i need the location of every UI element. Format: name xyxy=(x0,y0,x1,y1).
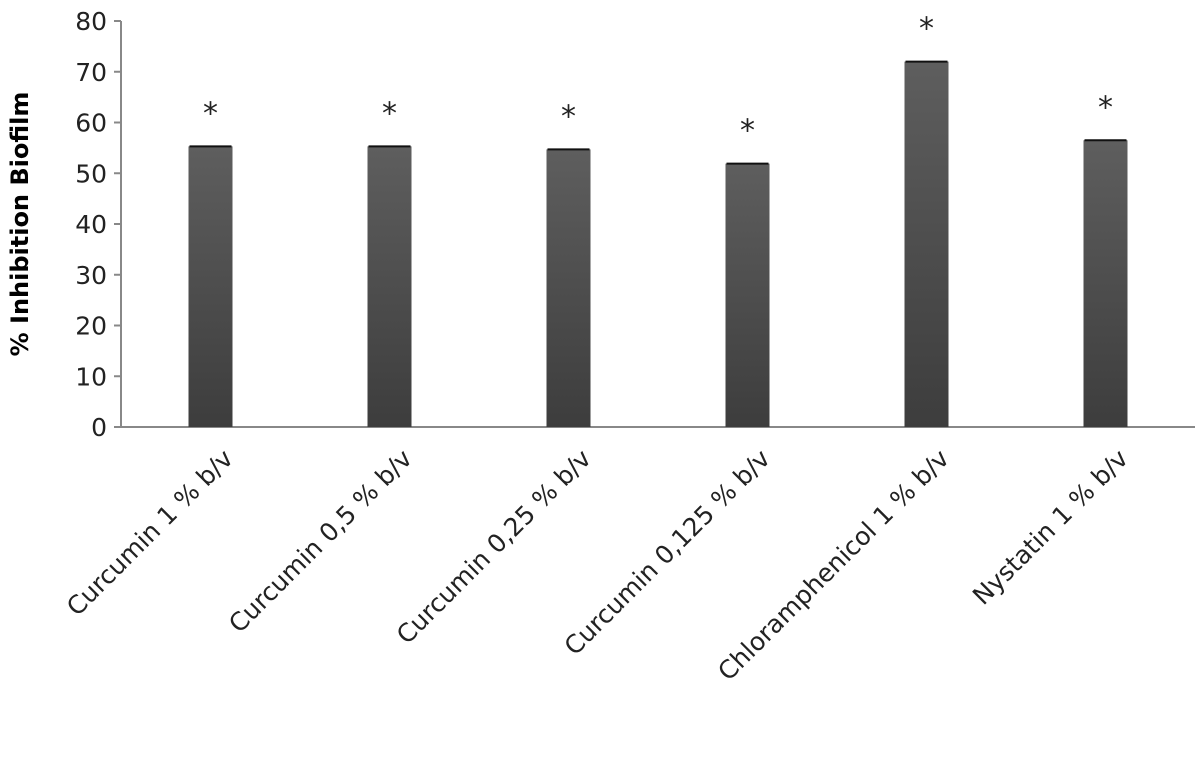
significance-marker: * xyxy=(1098,90,1113,125)
y-tick-label: 20 xyxy=(75,312,107,341)
significance-marker: * xyxy=(561,99,576,134)
y-tick-label: 60 xyxy=(75,109,107,138)
y-axis-title: % Inhibition Biofilm xyxy=(6,92,34,357)
y-tick-label: 40 xyxy=(75,210,107,239)
y-tick-label: 50 xyxy=(75,159,107,188)
category-label: Nystatin 1 % b/v xyxy=(967,444,1134,611)
y-tick-label: 10 xyxy=(75,362,107,391)
bar xyxy=(367,146,412,428)
significance-marker: * xyxy=(382,96,397,131)
y-tick-label: 0 xyxy=(91,413,107,442)
bar xyxy=(546,149,591,427)
category-label: Curcumin 1 % b/v xyxy=(61,444,239,622)
bar xyxy=(188,146,233,428)
bar xyxy=(725,163,770,428)
y-tick-label: 80 xyxy=(75,7,107,36)
category-label: Curcumin 0,5 % b/v xyxy=(223,444,418,639)
y-tick-label: 30 xyxy=(75,261,107,290)
bar xyxy=(1083,140,1128,427)
bar xyxy=(904,61,949,427)
axes: 0 10 20 30 40 50 60 70 80 xyxy=(75,7,1195,442)
y-tick-label: 70 xyxy=(75,58,107,87)
significance-marker: * xyxy=(740,114,755,149)
significance-marker: * xyxy=(203,96,218,131)
bars: * * * * * * xyxy=(188,12,1128,428)
category-label: Curcumin 0,125 % b/v xyxy=(559,444,776,661)
category-label: Curcumin 0,25 % b/v xyxy=(391,444,597,650)
significance-marker: * xyxy=(919,12,934,47)
